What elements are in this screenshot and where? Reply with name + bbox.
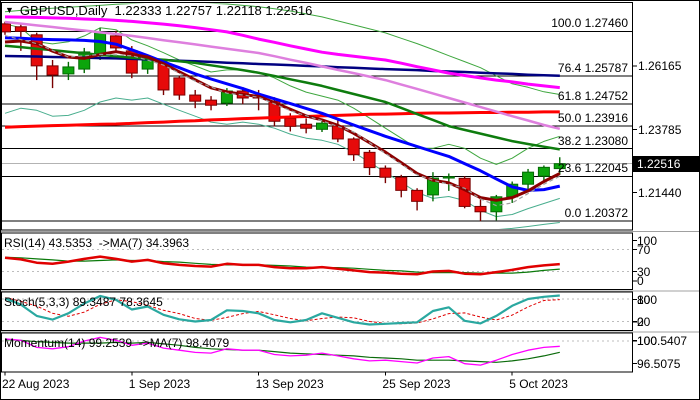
fib-level-label[interactable]: 76.4 1.25787 [557,61,628,76]
candle-body [141,59,154,70]
price-axis-label[interactable]: 1.23785 [638,122,682,137]
symbol-menu-icon[interactable]: ▼ [5,5,14,15]
ma-red-slow [4,110,560,129]
stochastic-indicator-label[interactable]: Stoch(5,3,3) 89.3487 78.3645 [4,295,163,309]
candle-body [553,163,566,170]
candle-body [363,151,376,169]
candle-body [537,166,550,177]
candle-body [2,23,11,33]
ma-dashed-gray [4,35,561,207]
title-text: GBPUSD,Daily 1.22333 1.22757 1.22118 1.2… [19,3,313,18]
candle-body [284,117,297,127]
bollinger-upper [4,23,560,165]
mom-scale-label[interactable]: 100.5407 [637,333,688,348]
title-bar: ▼ GBPUSD,Daily 1.22333 1.22757 1.22118 1.… [5,3,312,19]
date-axis-label[interactable]: 1 Sep 2023 [128,377,191,391]
ma-maroon [4,39,561,202]
mom-main-line [4,336,560,366]
momentum-indicator-label[interactable]: Momentum(14) 99.2539 ->MA(7) 98.4079 [4,336,230,350]
fib-level-label[interactable]: 100.0 1.27460 [551,16,628,31]
stoch-scale-label[interactable]: 80 [637,292,651,307]
rsi-indicator-label[interactable]: RSI(14) 43.5353 ->MA(7) 34.3963 [4,236,190,250]
date-axis-label[interactable]: 5 Oct 2023 [509,377,568,391]
stoch-panel-border [1,291,633,331]
rsi-scale-label[interactable]: 100 [637,233,658,248]
rsi-scale-label[interactable]: 30 [637,264,651,279]
mom-scale-label[interactable]: 96.5075 [637,356,681,371]
mom-main-line [4,339,560,363]
ma-violet [4,20,561,131]
current-price-tag: 1.22516 [633,155,699,172]
candle-body [14,26,27,32]
mom-scale-label[interactable]: 100 [637,334,658,348]
candle-body [347,138,360,156]
main-chart-layer [2,3,632,229]
candle-body [78,51,91,70]
fib-level-label[interactable]: 50.0 1.23916 [557,111,628,126]
candle-body [522,171,535,185]
date-axis-label[interactable]: 25 Sep 2023 [382,377,451,391]
candles-layer [2,21,566,222]
fib-level-label[interactable]: 0.0 1.20372 [564,206,628,221]
moving-averages-layer [4,15,561,207]
ma-magenta [4,15,560,90]
date-axis-label[interactable]: 22 Aug 2023 [2,377,70,391]
stoch-scale-label[interactable]: 100 [637,292,658,307]
rsi-panel-border [1,232,633,290]
stoch-panel-layer [2,294,632,326]
ma-blue [4,36,561,192]
rsi-scale-label[interactable]: 0 [637,274,644,288]
candle-body [442,176,455,179]
rsi-main-line [4,255,560,276]
stoch-scale-label[interactable]: 0 [637,315,644,329]
candle-body [173,77,186,96]
date-axis-label[interactable]: 13 Sep 2023 [255,377,324,391]
fibonacci-lines [2,30,632,222]
candle-body [379,167,392,178]
band-wide-upper [4,3,560,95]
mom-panel-layer [2,336,632,366]
candle-body [189,94,202,102]
fib-level-label[interactable]: 23.6 1.22045 [557,161,628,176]
candle-body [62,66,75,75]
stoch-scale-label[interactable]: 20 [637,314,651,329]
candle-body [474,205,487,213]
stoch-signal-line [4,297,560,325]
rsi-panel-layer [2,249,632,276]
ma-navy [4,54,560,78]
price-axis-label[interactable]: 1.21440 [638,185,682,200]
fib-level-label[interactable]: 61.8 1.24752 [557,88,628,103]
fib-level-label[interactable]: 38.2 1.23080 [557,133,628,148]
mom-panel-border [1,332,633,373]
rsi-scale-label[interactable]: 70 [637,242,651,257]
stoch-main-line [4,294,560,326]
candle-body [205,99,218,106]
main-panel-border [1,2,633,231]
candle-body [300,123,313,129]
candle-body [46,65,59,76]
candle-body [411,189,424,202]
candle-body [426,177,439,196]
price-axis-label[interactable]: 1.26165 [638,59,682,73]
candle-body [395,176,408,191]
candle-body [316,122,328,130]
